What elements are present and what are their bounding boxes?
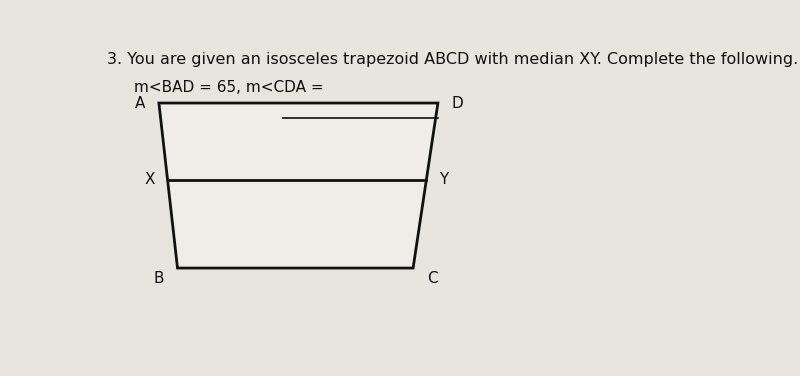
Text: 3. You are given an isosceles trapezoid ABCD with median XY. Complete the follow: 3. You are given an isosceles trapezoid … <box>107 52 798 67</box>
Text: C: C <box>426 271 438 286</box>
Polygon shape <box>159 103 438 268</box>
Text: A: A <box>135 96 146 111</box>
Text: m<BAD = 65, m<CDA =: m<BAD = 65, m<CDA = <box>134 80 329 95</box>
Text: D: D <box>451 96 463 111</box>
Text: B: B <box>154 271 164 286</box>
Text: Y: Y <box>439 172 448 187</box>
Text: X: X <box>144 172 154 187</box>
